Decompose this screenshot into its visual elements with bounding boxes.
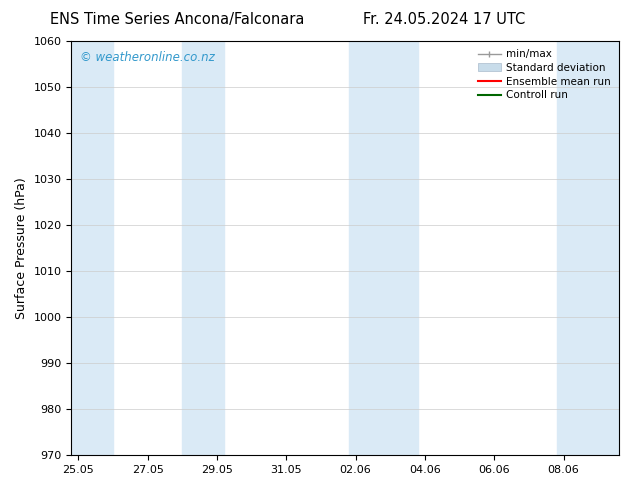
Text: Fr. 24.05.2024 17 UTC: Fr. 24.05.2024 17 UTC [363,12,525,27]
Bar [557,41,619,455]
Y-axis label: Surface Pressure (hPa): Surface Pressure (hPa) [15,177,28,319]
Bar [349,41,418,455]
Bar [183,41,224,455]
Text: ENS Time Series Ancona/Falconara: ENS Time Series Ancona/Falconara [50,12,305,27]
Bar [72,41,113,455]
Legend: min/max, Standard deviation, Ensemble mean run, Controll run: min/max, Standard deviation, Ensemble me… [475,46,614,103]
Text: © weatheronline.co.nz: © weatheronline.co.nz [80,51,214,64]
